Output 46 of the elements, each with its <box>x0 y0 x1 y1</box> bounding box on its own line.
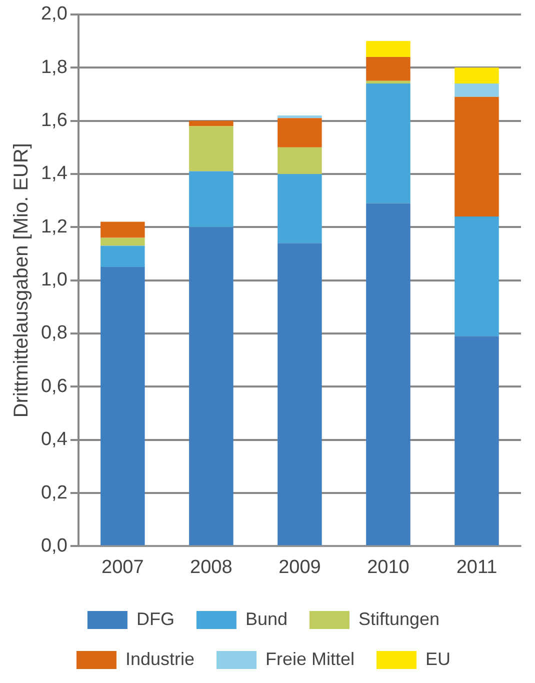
bar <box>366 80 410 84</box>
bar <box>278 118 322 148</box>
bar <box>454 84 499 97</box>
bar <box>366 56 410 81</box>
bar <box>278 115 322 118</box>
bar <box>100 222 145 238</box>
bar <box>189 227 234 546</box>
bar <box>454 336 499 546</box>
legend-label: EU <box>426 648 451 669</box>
bar <box>189 171 234 228</box>
x-tick-label: 2010 <box>367 556 410 578</box>
bar <box>100 246 145 268</box>
legend-label: DFG <box>136 608 174 629</box>
bar <box>100 267 145 546</box>
bar <box>366 203 410 546</box>
bar <box>100 238 145 246</box>
y-tick-label: 0,6 <box>40 376 68 397</box>
bar <box>454 216 499 336</box>
bar <box>454 68 499 84</box>
bar <box>189 120 234 126</box>
bar <box>278 174 322 244</box>
y-tick-label: 1,8 <box>40 56 68 78</box>
bar <box>189 126 234 172</box>
y-tick-label: 0,8 <box>40 322 68 344</box>
y-tick-label: 0,2 <box>40 482 68 504</box>
legend-label: Freie Mittel <box>266 648 355 669</box>
x-tick-label: 2009 <box>278 556 321 578</box>
bar <box>366 84 410 204</box>
legend-label: Stiftungen <box>358 608 440 629</box>
y-axis-title: Drittmittelausgaben [Mio. EUR] <box>10 143 33 418</box>
y-tick-label: 1,0 <box>40 270 68 291</box>
y-tick-label: 1,2 <box>40 216 68 238</box>
legend-label: Bund <box>245 608 288 629</box>
y-tick-label: 0,0 <box>40 535 68 556</box>
bar <box>454 96 499 216</box>
y-tick-label: 2,0 <box>40 4 68 25</box>
bar <box>278 147 322 174</box>
y-tick-label: 1,4 <box>40 163 68 184</box>
x-tick-label: 2008 <box>190 556 232 578</box>
bar <box>278 243 322 546</box>
y-tick-label: 1,6 <box>40 110 68 131</box>
legend-label: Industrie <box>125 648 195 669</box>
bar <box>366 40 410 57</box>
y-tick-label: 0,4 <box>40 429 68 450</box>
x-tick-label: 2007 <box>102 556 144 578</box>
x-tick-label: 2011 <box>456 556 498 578</box>
